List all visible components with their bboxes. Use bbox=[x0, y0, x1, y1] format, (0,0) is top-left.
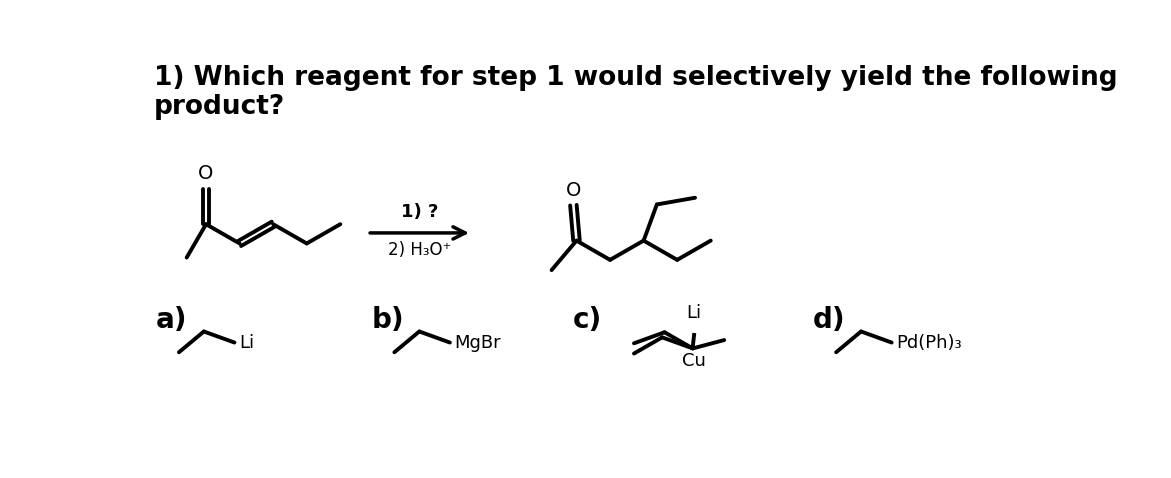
Text: MgBr: MgBr bbox=[454, 334, 501, 351]
Text: 1) ?: 1) ? bbox=[400, 203, 438, 221]
Text: 1) Which reagent for step 1 would selectively yield the following: 1) Which reagent for step 1 would select… bbox=[155, 65, 1118, 91]
Text: Cu: Cu bbox=[683, 352, 706, 370]
Text: Pd(Ph)₃: Pd(Ph)₃ bbox=[896, 334, 961, 351]
Text: 2) H₃O⁺: 2) H₃O⁺ bbox=[388, 240, 451, 259]
Text: O: O bbox=[198, 164, 214, 184]
Text: d): d) bbox=[813, 306, 845, 334]
Text: O: O bbox=[566, 181, 581, 200]
Text: product?: product? bbox=[155, 94, 286, 120]
Text: b): b) bbox=[371, 306, 404, 334]
Text: c): c) bbox=[573, 306, 602, 334]
Text: Li: Li bbox=[686, 304, 701, 322]
Text: Li: Li bbox=[239, 334, 254, 351]
Text: a): a) bbox=[156, 306, 187, 334]
